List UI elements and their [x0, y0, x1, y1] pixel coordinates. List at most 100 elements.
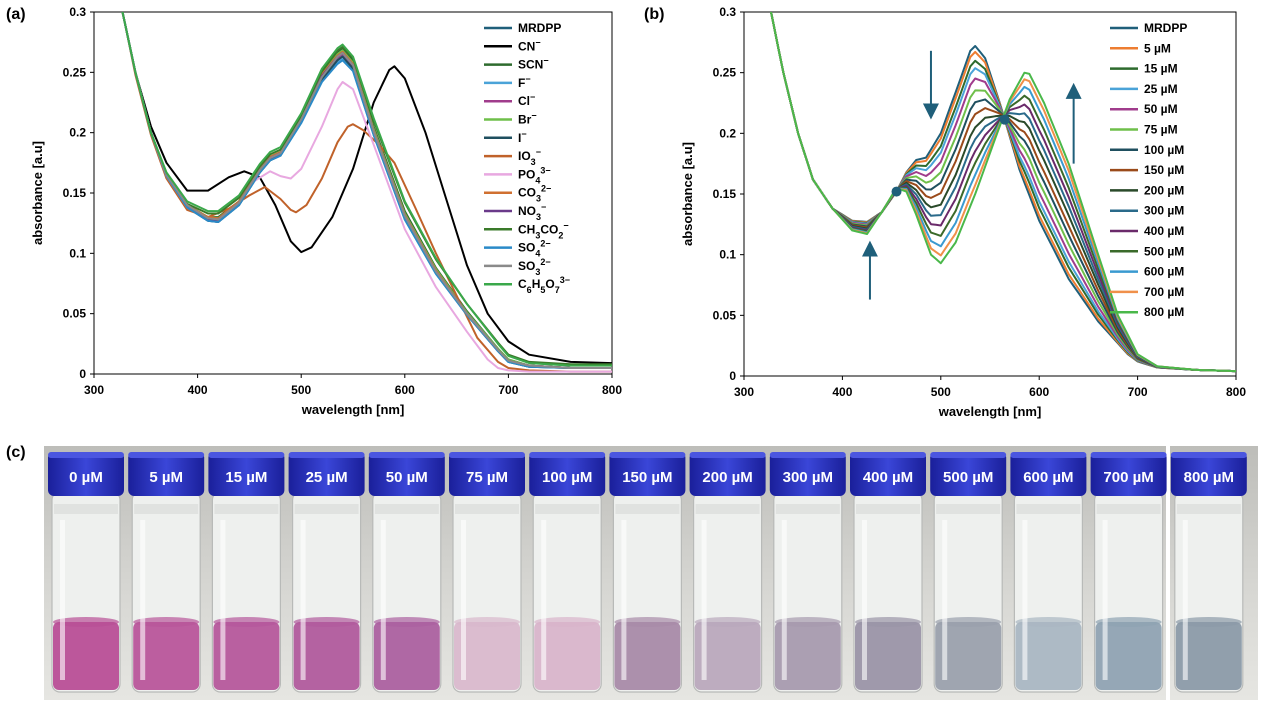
- glass-highlight: [1102, 520, 1108, 680]
- vial-label: 0 µM: [69, 469, 103, 486]
- vial: 100 µM: [529, 452, 606, 693]
- vial-label: 25 µM: [306, 469, 348, 486]
- cap-rim: [449, 452, 525, 458]
- vial-liquid: [534, 622, 601, 690]
- glass-highlight: [220, 520, 226, 680]
- vial-neck: [856, 504, 920, 514]
- x-tick-label: 700: [498, 383, 518, 397]
- legend-entry: Br−: [518, 111, 537, 127]
- liquid-meniscus: [1095, 617, 1162, 627]
- vial: 600 µM: [1010, 452, 1087, 693]
- legend-entry: 5 µM: [1144, 41, 1171, 55]
- vial-label: 150 µM: [622, 469, 672, 486]
- vial-label: 300 µM: [783, 469, 833, 486]
- legend-entry: IO3−: [518, 147, 541, 167]
- vial: 200 µM: [689, 452, 766, 693]
- y-axis-title: absorbance [a.u]: [30, 141, 45, 245]
- glass-highlight: [1182, 520, 1188, 680]
- vial-label: 75 µM: [466, 469, 508, 486]
- legend-entry: 100 µM: [1144, 143, 1184, 157]
- y-tick-label: 0.05: [713, 308, 737, 322]
- vial-label: 15 µM: [225, 469, 267, 486]
- vial-liquid: [694, 622, 761, 690]
- cap-rim: [609, 452, 686, 458]
- y-tick-label: 0: [79, 367, 86, 381]
- chart-b: 300 400 500 600 700 800 0 0.05 0.1 0.15 0.2 0.25 0.3…: [680, 5, 1246, 419]
- isosbestic-point: [891, 186, 902, 197]
- legend-entry: 500 µM: [1144, 244, 1184, 258]
- vial-liquid: [213, 622, 280, 690]
- x-tick-label: 500: [931, 385, 951, 399]
- y-tick-label: 0.3: [69, 5, 86, 19]
- vial-liquid: [1015, 622, 1082, 690]
- legend-entry: I−: [518, 129, 527, 145]
- x-tick-label: 400: [188, 383, 208, 397]
- vial-cap: [128, 452, 205, 496]
- vial: 400 µM: [850, 452, 926, 693]
- legend-entry: 15 µM: [1144, 62, 1178, 76]
- legend-entry: 400 µM: [1144, 224, 1184, 238]
- y-tick-label: 0.3: [719, 5, 736, 19]
- cap-rim: [930, 452, 1007, 458]
- cap-rim: [850, 452, 926, 458]
- y-tick-label: 0.1: [719, 248, 736, 262]
- legend-entry: Cl−: [518, 92, 535, 108]
- legend-entry: SO32−: [518, 257, 551, 277]
- photo-seam: [1166, 446, 1170, 700]
- vial-neck: [535, 504, 600, 514]
- y-tick-label: 0.2: [719, 126, 736, 140]
- vial: 800 µM: [1170, 452, 1247, 693]
- legend-entry: 800 µM: [1144, 305, 1184, 319]
- vial-neck: [54, 504, 118, 514]
- vial-cap: [850, 452, 926, 496]
- vial-cap: [1170, 452, 1247, 496]
- vial: 25 µM: [288, 452, 365, 693]
- vial-cap: [1090, 452, 1167, 496]
- vial-cap: [48, 452, 124, 496]
- vial-liquid: [133, 622, 200, 690]
- legend-entry: 150 µM: [1144, 163, 1184, 177]
- series-line: [121, 12, 612, 369]
- y-tick-label: 0.25: [63, 65, 87, 79]
- cap-rim: [529, 452, 606, 458]
- glass-highlight: [461, 520, 466, 680]
- vial: 75 µM: [449, 452, 525, 693]
- glass-highlight: [942, 520, 948, 680]
- glass-highlight: [1022, 520, 1028, 680]
- glass-highlight: [781, 520, 787, 680]
- vial-neck: [775, 504, 840, 514]
- glass-highlight: [380, 520, 386, 680]
- x-tick-label: 400: [832, 385, 852, 399]
- liquid-meniscus: [1015, 617, 1082, 627]
- vial-liquid: [293, 622, 360, 690]
- vial-neck: [1096, 504, 1161, 514]
- vial-neck: [374, 504, 439, 514]
- liquid-meniscus: [293, 617, 360, 627]
- vial-liquid: [855, 622, 921, 690]
- vial-neck: [134, 504, 199, 514]
- legend-entry: NO3−: [518, 202, 546, 222]
- vial: 500 µM: [930, 452, 1007, 693]
- panel-label-a: (a): [6, 6, 26, 23]
- vial-liquid: [53, 622, 119, 690]
- liquid-meniscus: [855, 617, 921, 627]
- series-line: [121, 12, 612, 373]
- vial: 5 µM: [128, 452, 205, 693]
- x-axis-title: wavelength [nm]: [938, 404, 1042, 419]
- legend-entry: 50 µM: [1144, 102, 1178, 116]
- vial: 150 µM: [609, 452, 686, 693]
- vial-neck: [615, 504, 680, 514]
- vial-label: 400 µM: [863, 469, 913, 486]
- vial-cap: [609, 452, 686, 496]
- vial-label: 800 µM: [1184, 469, 1234, 486]
- vial-liquid: [935, 622, 1002, 690]
- liquid-meniscus: [614, 617, 681, 627]
- x-tick-label: 800: [1226, 385, 1246, 399]
- liquid-meniscus: [213, 617, 280, 627]
- vial-liquid: [454, 622, 520, 690]
- legend-entry: SO42−: [518, 239, 551, 259]
- legend-entry: 700 µM: [1144, 285, 1184, 299]
- vial-liquid: [614, 622, 681, 690]
- vial-neck: [214, 504, 279, 514]
- glass-highlight: [701, 520, 707, 680]
